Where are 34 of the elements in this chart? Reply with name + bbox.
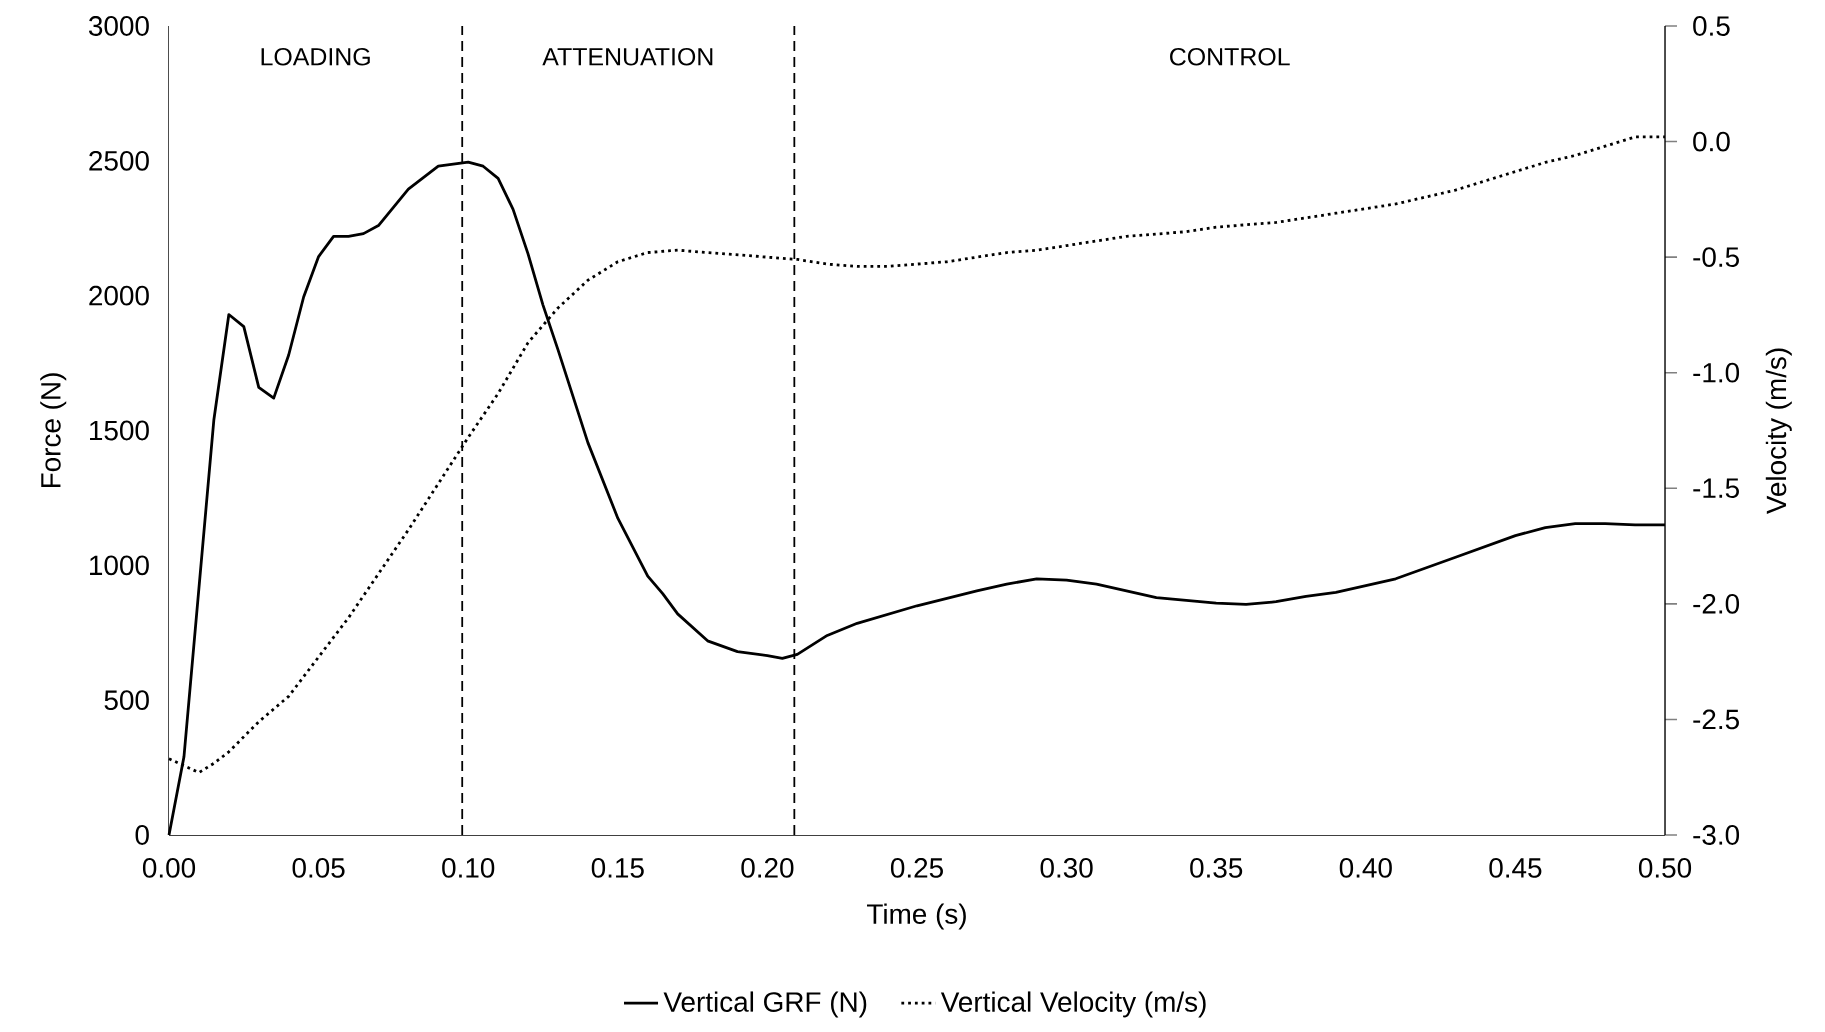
band-label: ATTENUATION	[542, 47, 713, 66]
y-tick-label: 1500	[90, 420, 149, 441]
x-tick-label: 0.40	[1339, 858, 1392, 878]
x-tick-label: 0.50	[1638, 858, 1692, 878]
band-label: LOADING	[261, 47, 370, 66]
x-tick-label: 0.05	[292, 858, 345, 878]
y-tick-label: 500	[104, 690, 149, 711]
y2-tick-label: 0.0	[1693, 131, 1730, 152]
y2-axis-title: Velocity (m/s)	[1765, 348, 1792, 515]
y2-tick-label: -2.0	[1693, 593, 1740, 614]
x-tick-label: 0.30	[1040, 858, 1093, 878]
band-label: CONTROL	[1170, 47, 1290, 66]
x-tick-label: 0.15	[591, 858, 644, 878]
x-tick-label: 0.00	[142, 858, 196, 878]
y2-tick-label: -2.5	[1693, 709, 1739, 730]
x-axis-title: Time (s)	[867, 903, 966, 930]
y2-tick-label: -0.5	[1693, 247, 1739, 268]
y-tick-label: 2000	[89, 285, 149, 306]
legend-label: Vertical Velocity (m/s)	[940, 991, 1206, 1018]
y2-tick-label: -3.0	[1693, 825, 1740, 845]
x-tick-label: 0.25	[890, 858, 943, 878]
y-tick-label: 2500	[89, 150, 149, 171]
y2-tick-label: 0.5	[1693, 16, 1730, 36]
legend-label: Vertical GRF (N)	[663, 991, 867, 1018]
y-axis-title: Force (N)	[40, 373, 67, 488]
y2-tick-label: -1.5	[1693, 478, 1739, 499]
y-tick-label: 3000	[88, 16, 149, 36]
x-tick-label: 0.35	[1190, 858, 1243, 878]
y-tick-label: 1000	[90, 555, 149, 576]
x-tick-label: 0.20	[741, 858, 794, 878]
x-tick-label: 0.10	[442, 858, 495, 878]
y2-tick-label: -1.0	[1693, 362, 1740, 383]
x-tick-label: 0.45	[1489, 858, 1542, 878]
y-tick-label: 0	[135, 825, 149, 845]
